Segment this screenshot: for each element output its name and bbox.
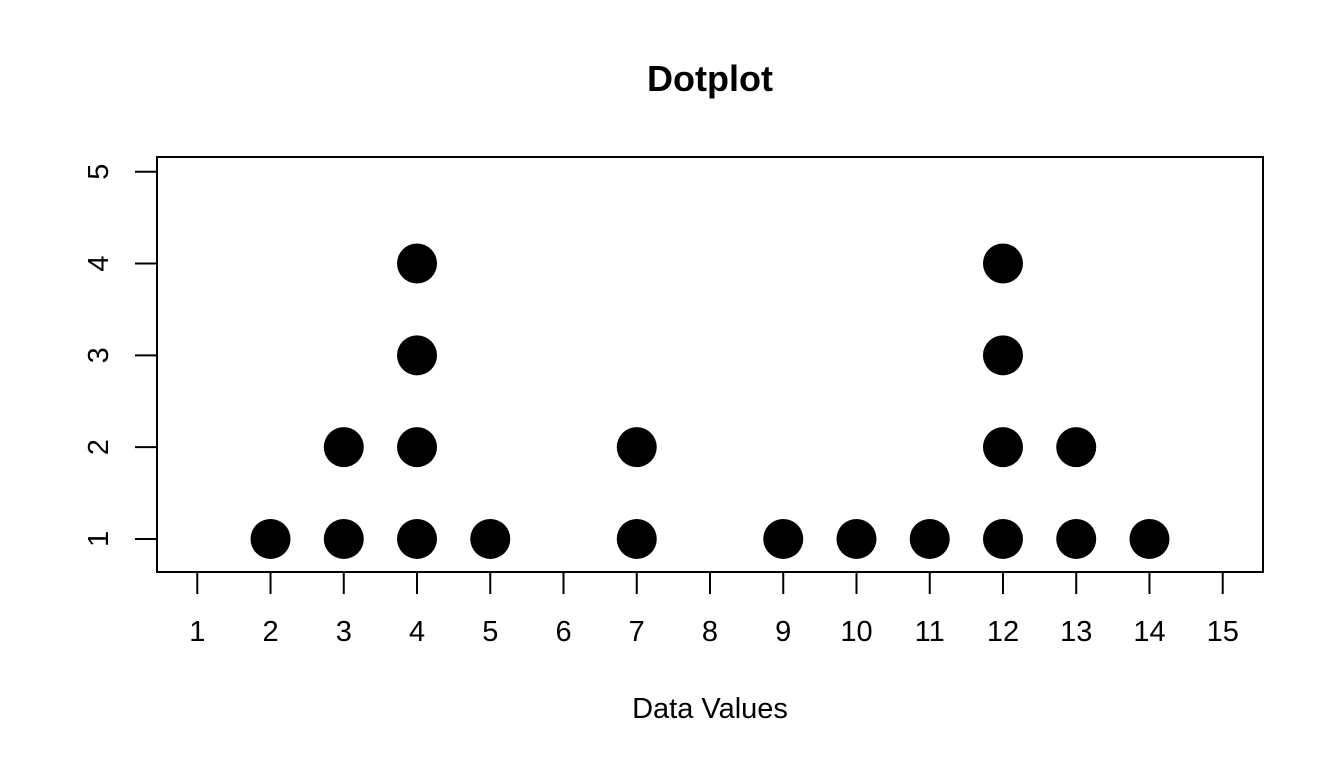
- chart-title: Dotplot: [647, 58, 773, 99]
- x-tick-label: 15: [1207, 616, 1239, 648]
- data-point: [1056, 518, 1097, 559]
- data-point: [982, 427, 1023, 468]
- data-point: [836, 518, 877, 559]
- x-tick-label: 5: [482, 616, 498, 648]
- x-tick-label: 1: [189, 616, 205, 648]
- data-point: [397, 518, 438, 559]
- data-point: [397, 427, 438, 468]
- x-tick-label: 6: [555, 616, 571, 648]
- y-axis-ticks: 1 2 3 4 5: [83, 164, 157, 547]
- x-tick-label: 13: [1060, 616, 1092, 648]
- x-tick-label: 3: [336, 616, 352, 648]
- x-axis-ticks: 1 2 3 4 5 6 7 8 9 10 11 12 13 14 15: [189, 572, 1239, 648]
- y-tick-label: 1: [83, 531, 115, 547]
- x-tick-label: 9: [775, 616, 791, 648]
- data-point: [616, 427, 657, 468]
- x-tick-label: 7: [629, 616, 645, 648]
- x-tick-label: 14: [1133, 616, 1165, 648]
- x-tick-label: 12: [987, 616, 1019, 648]
- data-point: [763, 518, 804, 559]
- data-point: [323, 427, 364, 468]
- data-point: [1056, 427, 1097, 468]
- x-tick-label: 8: [702, 616, 718, 648]
- x-tick-label: 2: [262, 616, 278, 648]
- data-points: [250, 243, 1170, 559]
- data-point: [616, 518, 657, 559]
- data-point: [1129, 518, 1170, 559]
- y-tick-label: 4: [83, 255, 115, 271]
- x-tick-label: 4: [409, 616, 425, 648]
- data-point: [470, 518, 511, 559]
- x-axis-label: Data Values: [632, 693, 788, 725]
- plot-area-frame: [156, 156, 1264, 573]
- x-tick-label: 10: [840, 616, 872, 648]
- data-point: [909, 518, 950, 559]
- data-point: [397, 335, 438, 376]
- y-tick-label: 5: [83, 164, 115, 180]
- x-tick-label: 11: [915, 616, 945, 648]
- data-point: [982, 335, 1023, 376]
- y-tick-label: 3: [83, 347, 115, 363]
- data-point: [982, 518, 1023, 559]
- data-point: [982, 243, 1023, 284]
- y-tick-label: 2: [83, 439, 115, 455]
- data-point: [323, 518, 364, 559]
- data-point: [397, 243, 438, 284]
- data-point: [250, 518, 291, 559]
